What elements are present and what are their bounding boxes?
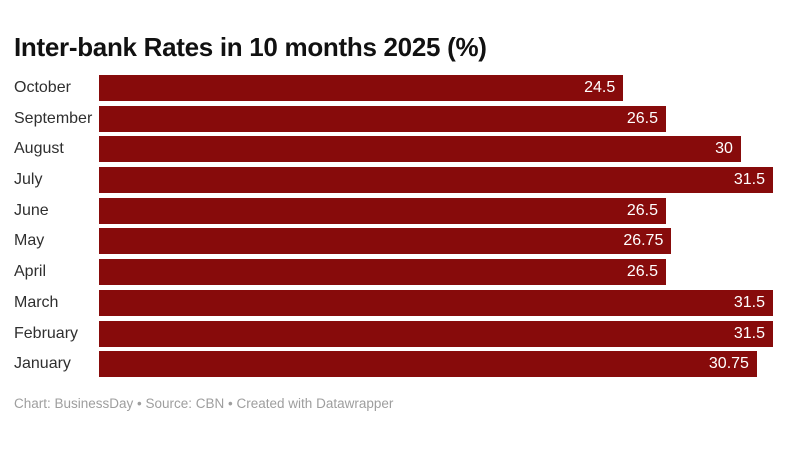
category-label: September [14,109,93,127]
bar-track: 30.75 [99,351,773,378]
bar-row: May 26.75 [0,228,787,255]
category-label: June [14,201,49,219]
bar-row: October 24.5 [0,75,787,101]
bar: 26.5 [99,105,667,132]
bar-row: January 30.75 [0,351,787,378]
bar-chart-plot-area: October 24.5 September 26.5 August 30 July 31.5… [0,75,787,382]
value-label: 26.5 [626,263,659,281]
category-label: April [14,263,47,281]
bar-track: 26.5 [99,105,773,132]
bar: 30.75 [99,351,757,378]
bar-track: 31.5 [99,167,773,194]
bar: 31.5 [99,320,773,347]
chart-credit-line: Chart: BusinessDay • Source: CBN • Creat… [14,396,394,411]
category-label: August [14,140,64,158]
category-label: January [14,355,71,373]
category-label: March [14,293,59,311]
value-label: 31.5 [733,324,765,342]
bar-row: August 30 [0,136,787,163]
bar-row: March 31.5 [0,289,787,316]
bar-track: 26.5 [99,197,773,224]
chart-title: Inter-bank Rates in 10 months 2025 (%) [14,32,487,62]
value-label: 26.5 [626,201,659,219]
category-label: February [14,324,79,342]
bar: 30 [99,136,741,163]
bar-track: 31.5 [99,289,773,316]
category-label: October [14,79,71,96]
bar-track: 26.75 [99,228,773,255]
value-label: 30.75 [708,355,749,373]
bar-track: 31.5 [99,320,773,347]
value-label: 24.5 [584,79,616,96]
category-label: July [14,171,43,189]
category-label: May [14,232,45,250]
bar-row: April 26.5 [0,259,787,286]
bar: 24.5 [99,75,624,101]
value-label: 26.5 [626,109,659,127]
bar: 31.5 [99,289,773,316]
bar-row: July 31.5 [0,167,787,194]
bar-row: June 26.5 [0,197,787,224]
bar: 26.5 [99,197,667,224]
bar-row: February 31.5 [0,320,787,347]
value-label: 26.75 [623,232,664,250]
value-label: 30 [715,140,733,158]
bar-track: 24.5 [99,75,773,101]
value-label: 31.5 [733,171,765,189]
bar-row: September 26.5 [0,105,787,132]
bar: 26.5 [99,259,667,286]
value-label: 31.5 [733,293,765,311]
bar-track: 26.5 [99,259,773,286]
bar: 26.75 [99,228,672,255]
bar-track: 30 [99,136,773,163]
bar: 31.5 [99,167,773,194]
